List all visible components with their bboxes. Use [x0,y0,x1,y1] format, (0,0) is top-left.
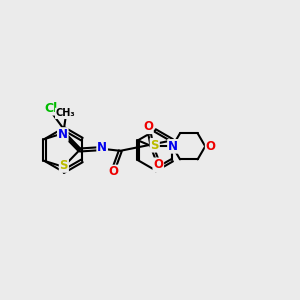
Text: N: N [58,128,68,141]
Text: O: O [108,166,118,178]
Text: CH₃: CH₃ [56,108,75,118]
Text: Cl: Cl [44,102,57,115]
Text: S: S [60,159,68,172]
Text: O: O [153,158,163,171]
Text: S: S [151,139,159,152]
Text: O: O [206,140,216,153]
Text: N: N [168,140,178,153]
Text: N: N [97,141,107,154]
Text: O: O [143,120,153,133]
